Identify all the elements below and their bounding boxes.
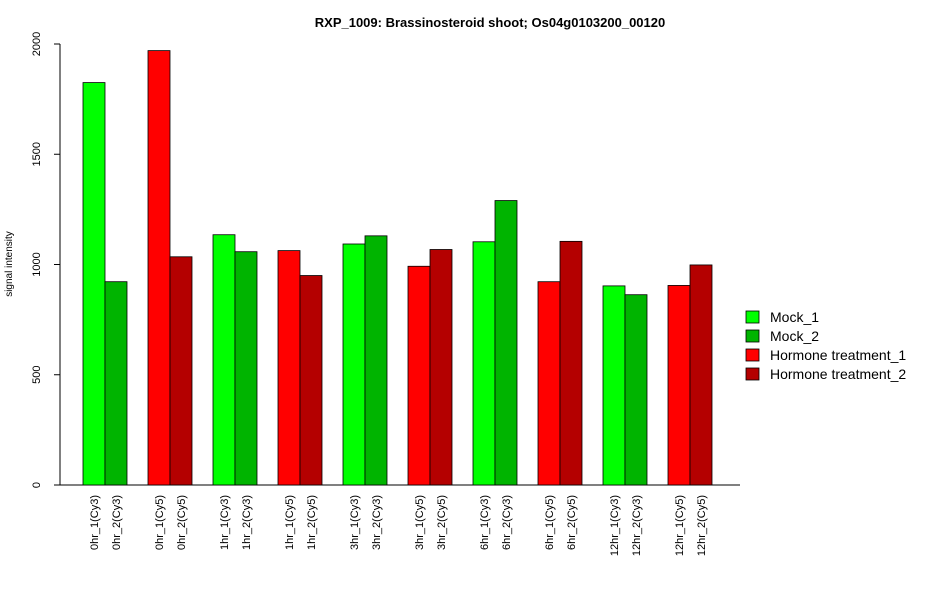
bar [299, 275, 323, 486]
x-tick-label: 12hr_2(Cy5) [696, 495, 708, 556]
legend-label: Mock_2 [770, 328, 819, 344]
y-axis-label: signal intensity [4, 231, 15, 297]
y-tick-label: 0 [31, 482, 43, 488]
x-tick-label: 3hr_2(Cy5) [436, 495, 448, 550]
y-axis: 0 500 1000 1500 2000 [31, 32, 61, 488]
legend: Mock_1 Mock_2 Hormone treatment_1 Hormone t… [745, 309, 906, 382]
bar [537, 281, 561, 486]
x-tick-label: 1hr_2(Cy3) [241, 495, 253, 550]
bar [364, 235, 388, 486]
x-tick-label: 0hr_2(Cy3) [111, 495, 123, 550]
x-tick-label: 6hr_2(Cy5) [566, 495, 578, 550]
bars [82, 50, 713, 486]
x-tick-label: 1hr_1(Cy3) [219, 495, 231, 550]
x-tick-label: 6hr_1(Cy5) [544, 495, 556, 550]
y-tick-label: 2000 [31, 32, 43, 56]
bar [147, 50, 171, 486]
legend-swatch [745, 348, 760, 362]
legend-swatch [745, 329, 760, 343]
bar [602, 285, 626, 486]
bar [624, 294, 648, 486]
legend-label: Hormone treatment_2 [770, 366, 906, 382]
legend-label: Mock_1 [770, 309, 819, 325]
bar [559, 240, 583, 486]
bar [212, 234, 236, 486]
chart-title: RXP_1009: Brassinosteroid shoot; Os04g01… [315, 15, 665, 30]
x-tick-label: 3hr_2(Cy3) [371, 495, 383, 550]
bar [494, 200, 518, 486]
x-tick-label: 3hr_1(Cy5) [414, 495, 426, 550]
x-tick-labels: 0hr_1(Cy3) 0hr_2(Cy3) 0hr_1(Cy5) 0hr_2(Cy5)… [89, 495, 708, 556]
y-tick-label: 500 [31, 366, 43, 384]
bar [342, 243, 366, 486]
y-tick-label: 1000 [31, 252, 43, 276]
bar [169, 256, 193, 486]
x-tick-label: 12hr_1(Cy5) [674, 495, 686, 556]
x-tick-label: 12hr_2(Cy3) [631, 495, 643, 556]
x-tick-label: 0hr_1(Cy5) [154, 495, 166, 550]
legend-swatch [745, 367, 760, 381]
bar [689, 264, 713, 486]
bar [429, 249, 453, 486]
bar [104, 281, 128, 486]
bar [234, 251, 258, 486]
bar [472, 241, 496, 486]
x-tick-label: 12hr_1(Cy3) [609, 495, 621, 556]
legend-label: Hormone treatment_1 [770, 347, 906, 363]
bar [82, 82, 106, 486]
x-tick-label: 0hr_2(Cy5) [176, 495, 188, 550]
bar [667, 285, 691, 486]
x-tick-label: 6hr_1(Cy3) [479, 495, 491, 550]
x-tick-label: 1hr_2(Cy5) [306, 495, 318, 550]
legend-swatch [745, 310, 760, 324]
y-tick-label: 1500 [31, 142, 43, 166]
x-tick-label: 3hr_1(Cy3) [349, 495, 361, 550]
bar [277, 250, 301, 486]
x-tick-label: 6hr_2(Cy3) [501, 495, 513, 550]
x-tick-label: 0hr_1(Cy3) [89, 495, 101, 550]
x-tick-label: 1hr_1(Cy5) [284, 495, 296, 550]
bar [407, 265, 431, 486]
